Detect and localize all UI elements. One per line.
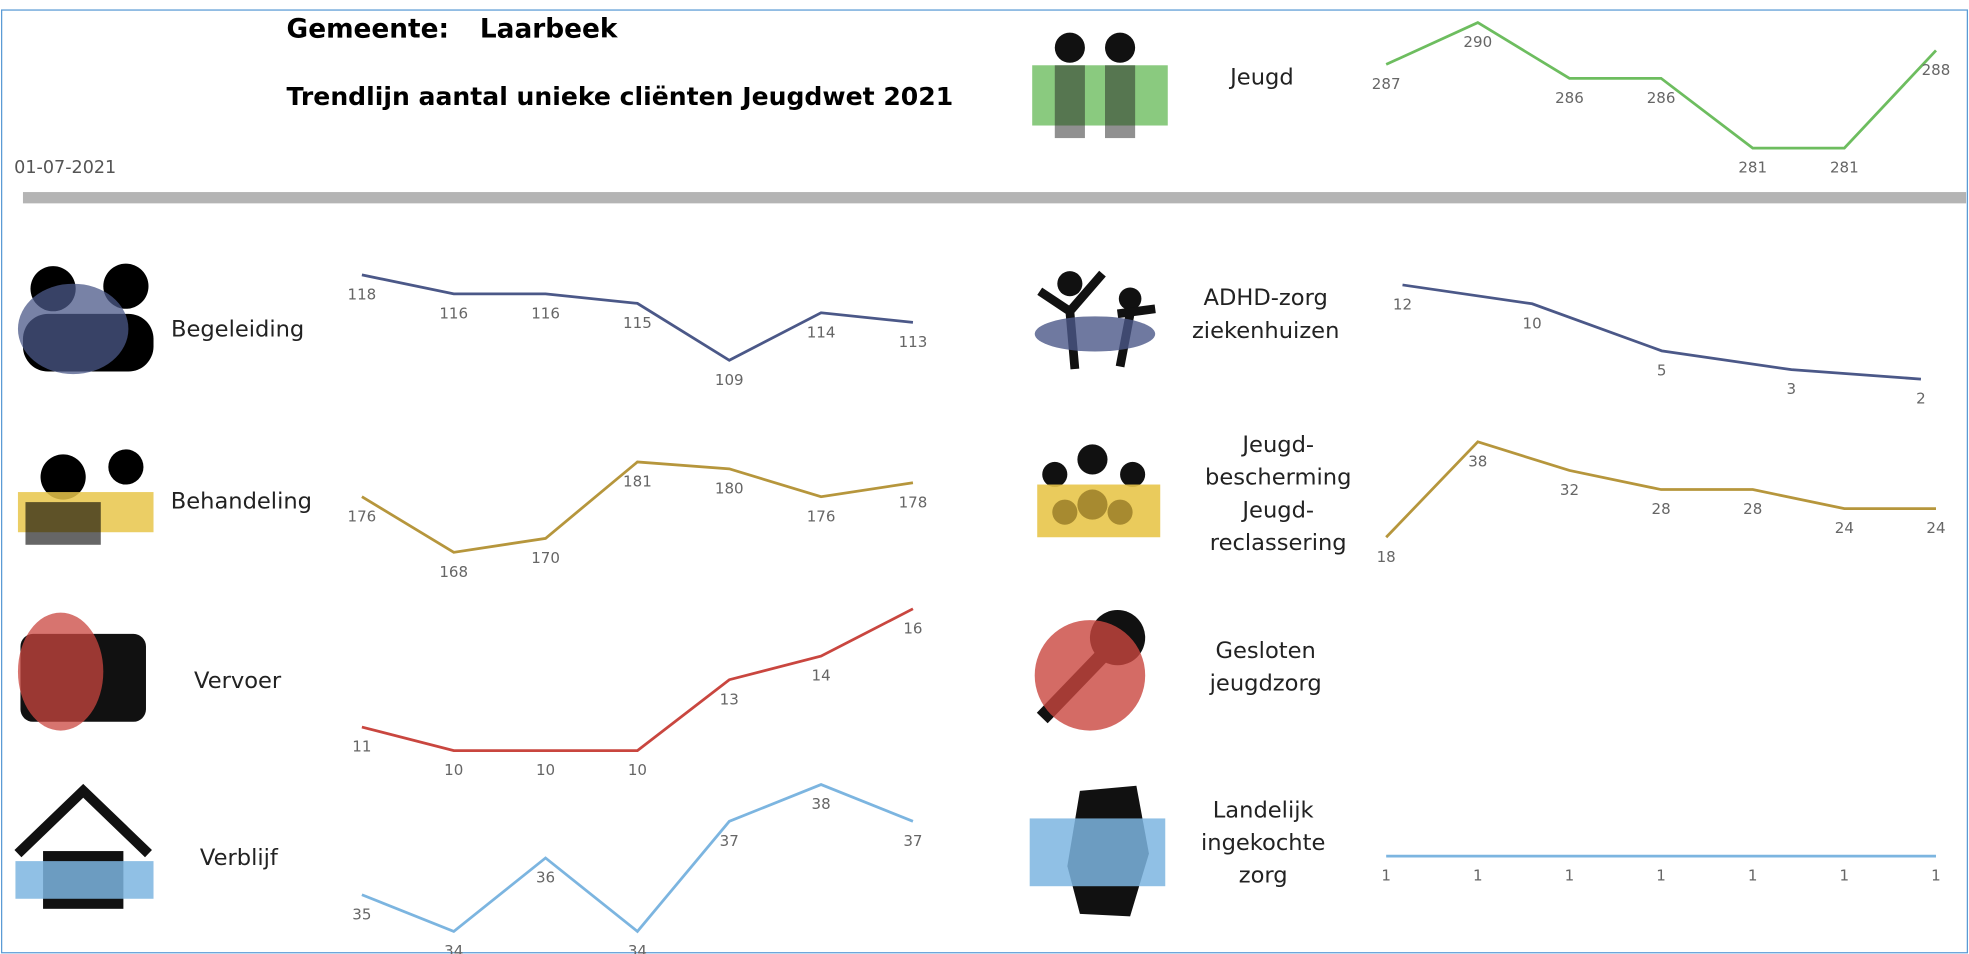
icon-jeugd: [1032, 32, 1168, 139]
trend-line: [1385, 440, 1936, 539]
value-label: 168: [439, 563, 468, 581]
chart-title: bescherming: [1205, 465, 1351, 491]
value-label: 1: [1656, 867, 1666, 885]
chart-title: Verblijf: [200, 845, 279, 871]
value-label: 16: [903, 619, 922, 637]
value-label: 116: [531, 304, 560, 322]
value-label: 32: [1560, 481, 1579, 499]
value-label: 28: [1743, 500, 1762, 518]
value-label: 113: [899, 333, 928, 351]
value-label: 13: [720, 690, 739, 708]
value-label: 10: [628, 761, 647, 779]
value-label: 118: [348, 285, 377, 303]
value-label: 10: [1523, 314, 1542, 332]
value-label: 287: [1372, 75, 1401, 93]
icon-gesloten: [1034, 610, 1146, 731]
chart-title: Jeugd: [1228, 64, 1294, 90]
trend-line: [1385, 21, 1937, 150]
value-label: 109: [715, 371, 744, 389]
value-label: 34: [444, 942, 463, 954]
value-label: 181: [623, 473, 652, 491]
value-label: 24: [1835, 519, 1854, 537]
value-label: 1: [1473, 867, 1483, 885]
frame: [1, 9, 1968, 954]
value-label: 38: [812, 795, 831, 813]
icon-behandeling: [17, 449, 154, 545]
chart-title: ingekochte: [1201, 830, 1325, 856]
value-label: 3: [1787, 380, 1797, 398]
value-label: 2: [1916, 390, 1926, 408]
chart-title: Begeleiding: [171, 317, 304, 343]
icon-jeugdbescherming: [1037, 444, 1161, 538]
municipality-value: Laarbeek: [480, 15, 619, 45]
value-label: 14: [812, 667, 831, 685]
value-label: 178: [899, 493, 928, 511]
value-label: 114: [807, 323, 836, 341]
value-label: 10: [444, 761, 463, 779]
value-label: 10: [536, 761, 555, 779]
chart-title: Gesloten: [1216, 638, 1316, 664]
value-label: 115: [623, 314, 652, 332]
value-label: 1: [1381, 867, 1391, 885]
chart-title: jeugdzorg: [1209, 671, 1322, 697]
date: 01-07-2021: [14, 158, 116, 178]
icon-landelijk: [1029, 785, 1166, 917]
separator: [22, 192, 1967, 204]
trend-line: [361, 607, 914, 753]
chart-title: reclassering: [1210, 530, 1347, 556]
value-label: 288: [1922, 61, 1951, 79]
chart-title: ADHD-zorg: [1204, 285, 1328, 311]
municipality-label: Gemeente:: [287, 15, 450, 45]
chart-title: Vervoer: [194, 668, 282, 694]
value-label: 1: [1840, 867, 1850, 885]
value-label: 290: [1463, 33, 1492, 51]
value-label: 11: [352, 738, 371, 756]
chart-title: zorg: [1239, 863, 1288, 889]
value-label: 281: [1830, 159, 1859, 177]
value-label: 38: [1468, 452, 1487, 470]
value-label: 170: [531, 549, 560, 567]
value-label: 36: [536, 869, 555, 887]
value-label: 18: [1377, 548, 1396, 566]
trend-line: [1402, 283, 1922, 381]
value-label: 281: [1738, 159, 1767, 177]
value-label: 176: [348, 507, 377, 525]
icon-verblijf: [14, 783, 154, 909]
value-label: 286: [1647, 89, 1676, 107]
value-label: 34: [628, 942, 647, 954]
chart-title: ziekenhuizen: [1192, 318, 1339, 344]
value-label: 5: [1657, 361, 1667, 379]
value-label: 1: [1931, 867, 1941, 885]
value-label: 286: [1555, 89, 1584, 107]
value-label: 176: [807, 507, 836, 525]
chart-title: Jeugd-: [1240, 497, 1314, 523]
chart-title: Landelijk: [1213, 797, 1315, 823]
value-label: 37: [720, 832, 739, 850]
icon-vervoer: [17, 612, 146, 731]
icon-begeleiding: [17, 263, 154, 375]
trend-line: [361, 460, 914, 554]
trend-line: [361, 273, 914, 362]
value-label: 116: [439, 304, 468, 322]
value-label: 1: [1565, 867, 1575, 885]
chart-title: Behandeling: [171, 489, 312, 515]
chart-title: Jeugd-: [1240, 432, 1314, 458]
icon-adhd: [1034, 270, 1156, 370]
value-label: 1: [1748, 867, 1758, 885]
page-title: Trendlijn aantal unieke cliënten Jeugdwe…: [287, 82, 954, 111]
value-label: 37: [903, 832, 922, 850]
value-label: 35: [352, 905, 371, 923]
value-label: 28: [1652, 500, 1671, 518]
value-label: 12: [1393, 296, 1412, 314]
trend-line: [361, 783, 914, 934]
value-label: 24: [1926, 519, 1945, 537]
value-label: 180: [715, 479, 744, 497]
